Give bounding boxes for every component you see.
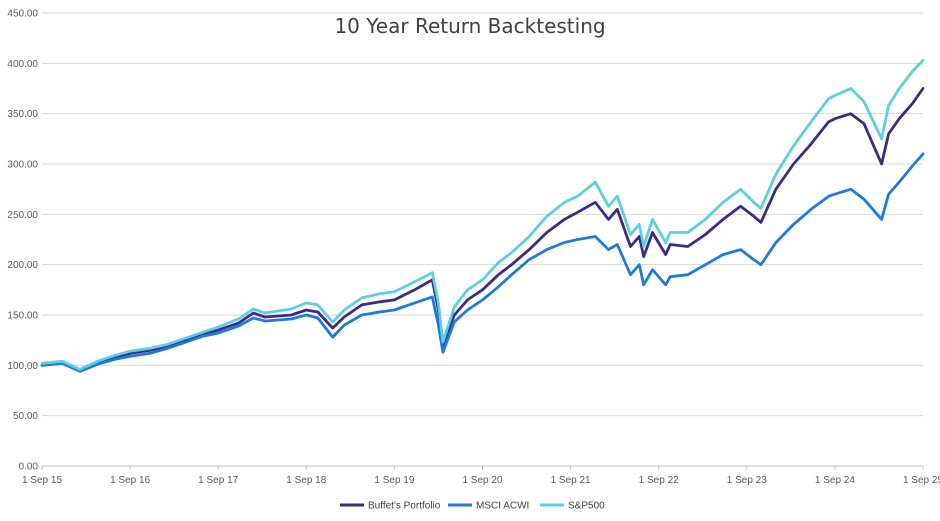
y-tick-label: 100.00 (7, 361, 38, 372)
series-line-1 (40, 152, 925, 373)
x-tick-label: 1 Sep 24 (815, 475, 855, 486)
y-tick-label: 450.00 (7, 9, 38, 20)
y-tick-label: 250.00 (7, 210, 38, 221)
x-tick-label: 1 Sep 20 (462, 475, 502, 486)
x-axis-ticks: 1 Sep 15 1 Sep 16 1 Sep 17 1 Sep 18 1 Sep 19… (22, 466, 940, 486)
x-tick-label: 1 Sep 16 (110, 475, 150, 486)
y-tick-label: 200.00 (7, 260, 38, 271)
x-tick-label: 1 Sep 22 (639, 475, 679, 486)
y-tick-label: 400.00 (7, 59, 38, 70)
legend-label: S&P500 (568, 501, 605, 512)
y-axis-ticks: 0.00 50.00 100.00 150.00 200.00 250.00 300.00 3… (7, 9, 38, 473)
x-tick-label: 1 Sep 18 (286, 475, 326, 486)
series-line-2 (40, 58, 925, 371)
x-tick-label: 1 Sep 21 (551, 475, 591, 486)
legend-label: Buffet's Portfolio (368, 501, 441, 512)
chart-title: 10 Year Return Backtesting (334, 14, 605, 38)
x-tick-label: 1 Sep 23 (727, 475, 767, 486)
y-tick-label: 300.00 (7, 160, 38, 171)
y-tick-label: 0.00 (19, 462, 39, 473)
y-tick-label: 350.00 (7, 109, 38, 120)
legend-label: MSCI ACWI (476, 501, 529, 512)
legend: Buffet's Portfolio MSCI ACWI S&P500 (340, 501, 605, 512)
series-line-0 (40, 87, 925, 372)
y-tick-label: 50.00 (13, 411, 38, 422)
gridlines (42, 12, 923, 467)
x-tick-label: 1 Sep 17 (198, 475, 238, 486)
x-tick-label: 1 Sep 25 (903, 475, 940, 486)
y-tick-label: 150.00 (7, 311, 38, 322)
x-tick-label: 1 Sep 15 (22, 475, 62, 486)
x-tick-label: 1 Sep 19 (374, 475, 414, 486)
series-lines (40, 58, 925, 373)
